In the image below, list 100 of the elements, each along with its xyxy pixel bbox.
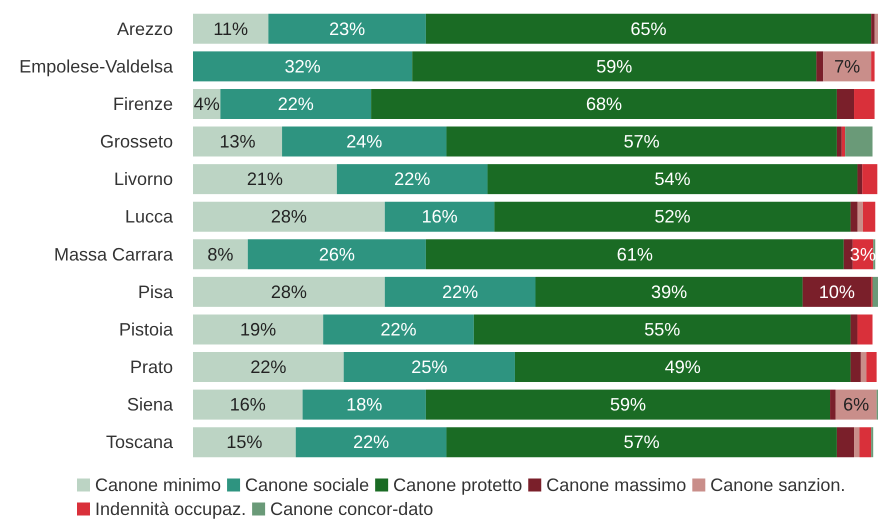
bar: [193, 126, 282, 157]
data-label: 22%: [394, 169, 430, 190]
bar: [384, 276, 536, 307]
bar: [323, 314, 474, 344]
data-label: 32%: [284, 56, 321, 76]
bar: [874, 14, 878, 44]
legend-label: Canone massimo: [546, 475, 686, 495]
legend-label: Canone minimo: [95, 475, 222, 495]
y-tick-label: Empolese-Valdelsa: [19, 56, 174, 76]
bar: [446, 126, 837, 157]
data-label: 52%: [654, 206, 691, 227]
bar: [384, 202, 494, 232]
data-label: 39%: [651, 282, 688, 302]
bar: [193, 427, 296, 458]
bar: [193, 51, 412, 82]
y-tick-label: Arezzo: [116, 18, 173, 39]
data-label: 16%: [230, 394, 266, 415]
data-label: 24%: [346, 132, 382, 152]
bar: [850, 202, 858, 232]
data-label: 57%: [624, 132, 660, 152]
legend-label: Canone sanzion.: [710, 475, 846, 495]
data-label: 55%: [644, 319, 680, 340]
bar: [193, 276, 385, 307]
y-tick-label: Grosseto: [100, 132, 173, 152]
bar: [446, 427, 837, 458]
data-label: 57%: [624, 432, 660, 452]
data-label: 22%: [353, 432, 390, 452]
data-label: 6%: [843, 394, 870, 415]
bar: [282, 126, 446, 157]
bar: [866, 352, 877, 382]
bar: [426, 239, 844, 270]
bar: [193, 202, 385, 232]
y-tick-label: Pisa: [138, 282, 174, 302]
bar: [860, 427, 872, 458]
data-label: 49%: [664, 357, 701, 378]
bar: [857, 164, 862, 194]
bar: [862, 202, 876, 232]
data-label: 22%: [442, 282, 478, 302]
bar: [850, 314, 858, 344]
data-label: 61%: [616, 244, 653, 264]
bar: [871, 51, 875, 82]
data-label: 65%: [630, 18, 667, 39]
data-label: 28%: [270, 206, 307, 227]
data-label: 13%: [220, 132, 256, 152]
data-label: 26%: [318, 244, 355, 264]
data-label: 22%: [278, 94, 314, 114]
y-tick-label: Massa Carrara: [54, 244, 174, 264]
bar: [802, 276, 872, 307]
bar: [488, 164, 858, 194]
y-tick-label: Livorno: [114, 169, 173, 190]
bar: [426, 14, 872, 44]
bar: [871, 14, 875, 44]
bar: [872, 276, 878, 307]
bar: [474, 314, 851, 344]
bar: [412, 51, 816, 82]
bar: [193, 164, 337, 194]
bar: [268, 14, 426, 44]
bar: [193, 390, 303, 420]
bar: [842, 126, 846, 157]
data-label: 19%: [240, 319, 276, 340]
data-label: 7%: [834, 56, 860, 76]
data-label: 11%: [213, 18, 248, 39]
y-tick-label: Lucca: [124, 206, 174, 227]
bar: [836, 427, 854, 458]
bar: [494, 202, 851, 232]
bar: [854, 88, 875, 119]
bar: [193, 14, 268, 44]
data-label: 8%: [207, 244, 234, 264]
y-tick-label: Firenze: [112, 94, 173, 114]
data-label: 21%: [246, 169, 283, 190]
y-tick-label: Toscana: [106, 432, 174, 452]
bar: [857, 202, 863, 232]
data-label: 16%: [422, 206, 458, 227]
bar: [536, 276, 803, 307]
bar: [514, 352, 851, 382]
bar: [816, 51, 824, 82]
bar: [220, 88, 372, 119]
data-label: 18%: [346, 394, 382, 415]
bar: [193, 314, 324, 344]
bar: [344, 352, 515, 382]
y-tick-label: Pistoia: [118, 319, 174, 340]
bar: [193, 352, 344, 382]
bar: [248, 239, 426, 270]
bar: [836, 88, 854, 119]
data-label: 23%: [329, 18, 366, 39]
bar: [850, 352, 861, 382]
data-label: 25%: [411, 357, 448, 378]
bar: [336, 164, 488, 194]
legend-label: Indennità occupaz.: [95, 499, 246, 519]
data-label: 4%: [194, 94, 220, 114]
legend-label: Canone concor-dato: [270, 499, 434, 519]
bar: [823, 51, 872, 82]
y-tick-label: Siena: [126, 394, 174, 415]
legend-label: Canone protetto: [393, 475, 522, 495]
data-label: 59%: [610, 394, 646, 415]
data-label: 10%: [818, 282, 855, 302]
data-label: 15%: [226, 432, 262, 452]
data-label: 68%: [586, 94, 622, 114]
bar: [845, 126, 873, 157]
data-label: 54%: [654, 169, 691, 190]
